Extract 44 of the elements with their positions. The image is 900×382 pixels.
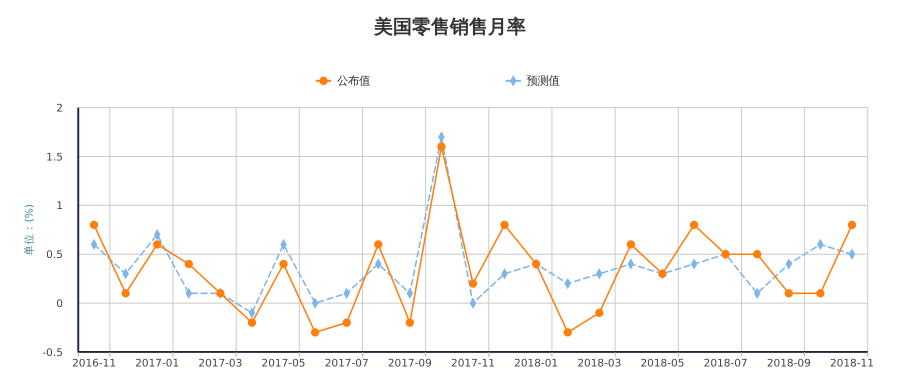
- x-tick-label: 2017-07: [324, 357, 369, 370]
- y-tick-label: 0.5: [46, 249, 63, 262]
- point: [342, 318, 351, 327]
- x-tick-label: 2018-05: [640, 357, 684, 370]
- y-tick-label: 0: [56, 298, 63, 310]
- point: [784, 289, 793, 298]
- legend-label: 预测值: [526, 74, 560, 88]
- point: [753, 250, 762, 258]
- x-tick-label: 2017-01: [135, 357, 180, 370]
- point: [121, 289, 130, 298]
- point: [626, 240, 636, 249]
- x-tick-label: 2016-11: [72, 357, 116, 370]
- point: [816, 289, 825, 298]
- point: [248, 318, 256, 327]
- y-tick-label: 1: [56, 200, 63, 212]
- point: [153, 240, 162, 249]
- x-tick-label: 2017-05: [262, 357, 306, 370]
- point: [437, 142, 446, 151]
- y-tick-label: 2: [56, 102, 63, 114]
- legend-label: 公布值: [336, 74, 370, 88]
- point: [310, 328, 320, 337]
- point: [848, 220, 856, 230]
- x-tick-label: 2018-01: [514, 357, 558, 370]
- point: [564, 328, 572, 337]
- point: [500, 220, 509, 230]
- x-tick-label: 2018-03: [577, 357, 622, 370]
- x-tick-label: 2018-07: [704, 357, 748, 370]
- point: [468, 279, 478, 288]
- point: [279, 260, 288, 268]
- point: [90, 220, 98, 230]
- point: [406, 318, 414, 327]
- x-tick-label: 2018-11: [830, 357, 874, 370]
- point: [690, 220, 698, 230]
- y-tick-label: -0.5: [42, 346, 63, 359]
- chart-title: 美国零售销售月率: [373, 14, 526, 38]
- x-tick-label: 2017-03: [198, 357, 242, 370]
- y-axis-title: 单位：(%): [22, 204, 36, 256]
- y-tick-label: 1.5: [46, 151, 63, 164]
- x-tick-label: 2017-09: [388, 357, 432, 370]
- point: [374, 240, 382, 249]
- point: [184, 260, 193, 268]
- x-tick-label: 2018-09: [766, 357, 811, 370]
- point: [595, 308, 604, 318]
- x-tick-label: 2017-11: [451, 357, 495, 370]
